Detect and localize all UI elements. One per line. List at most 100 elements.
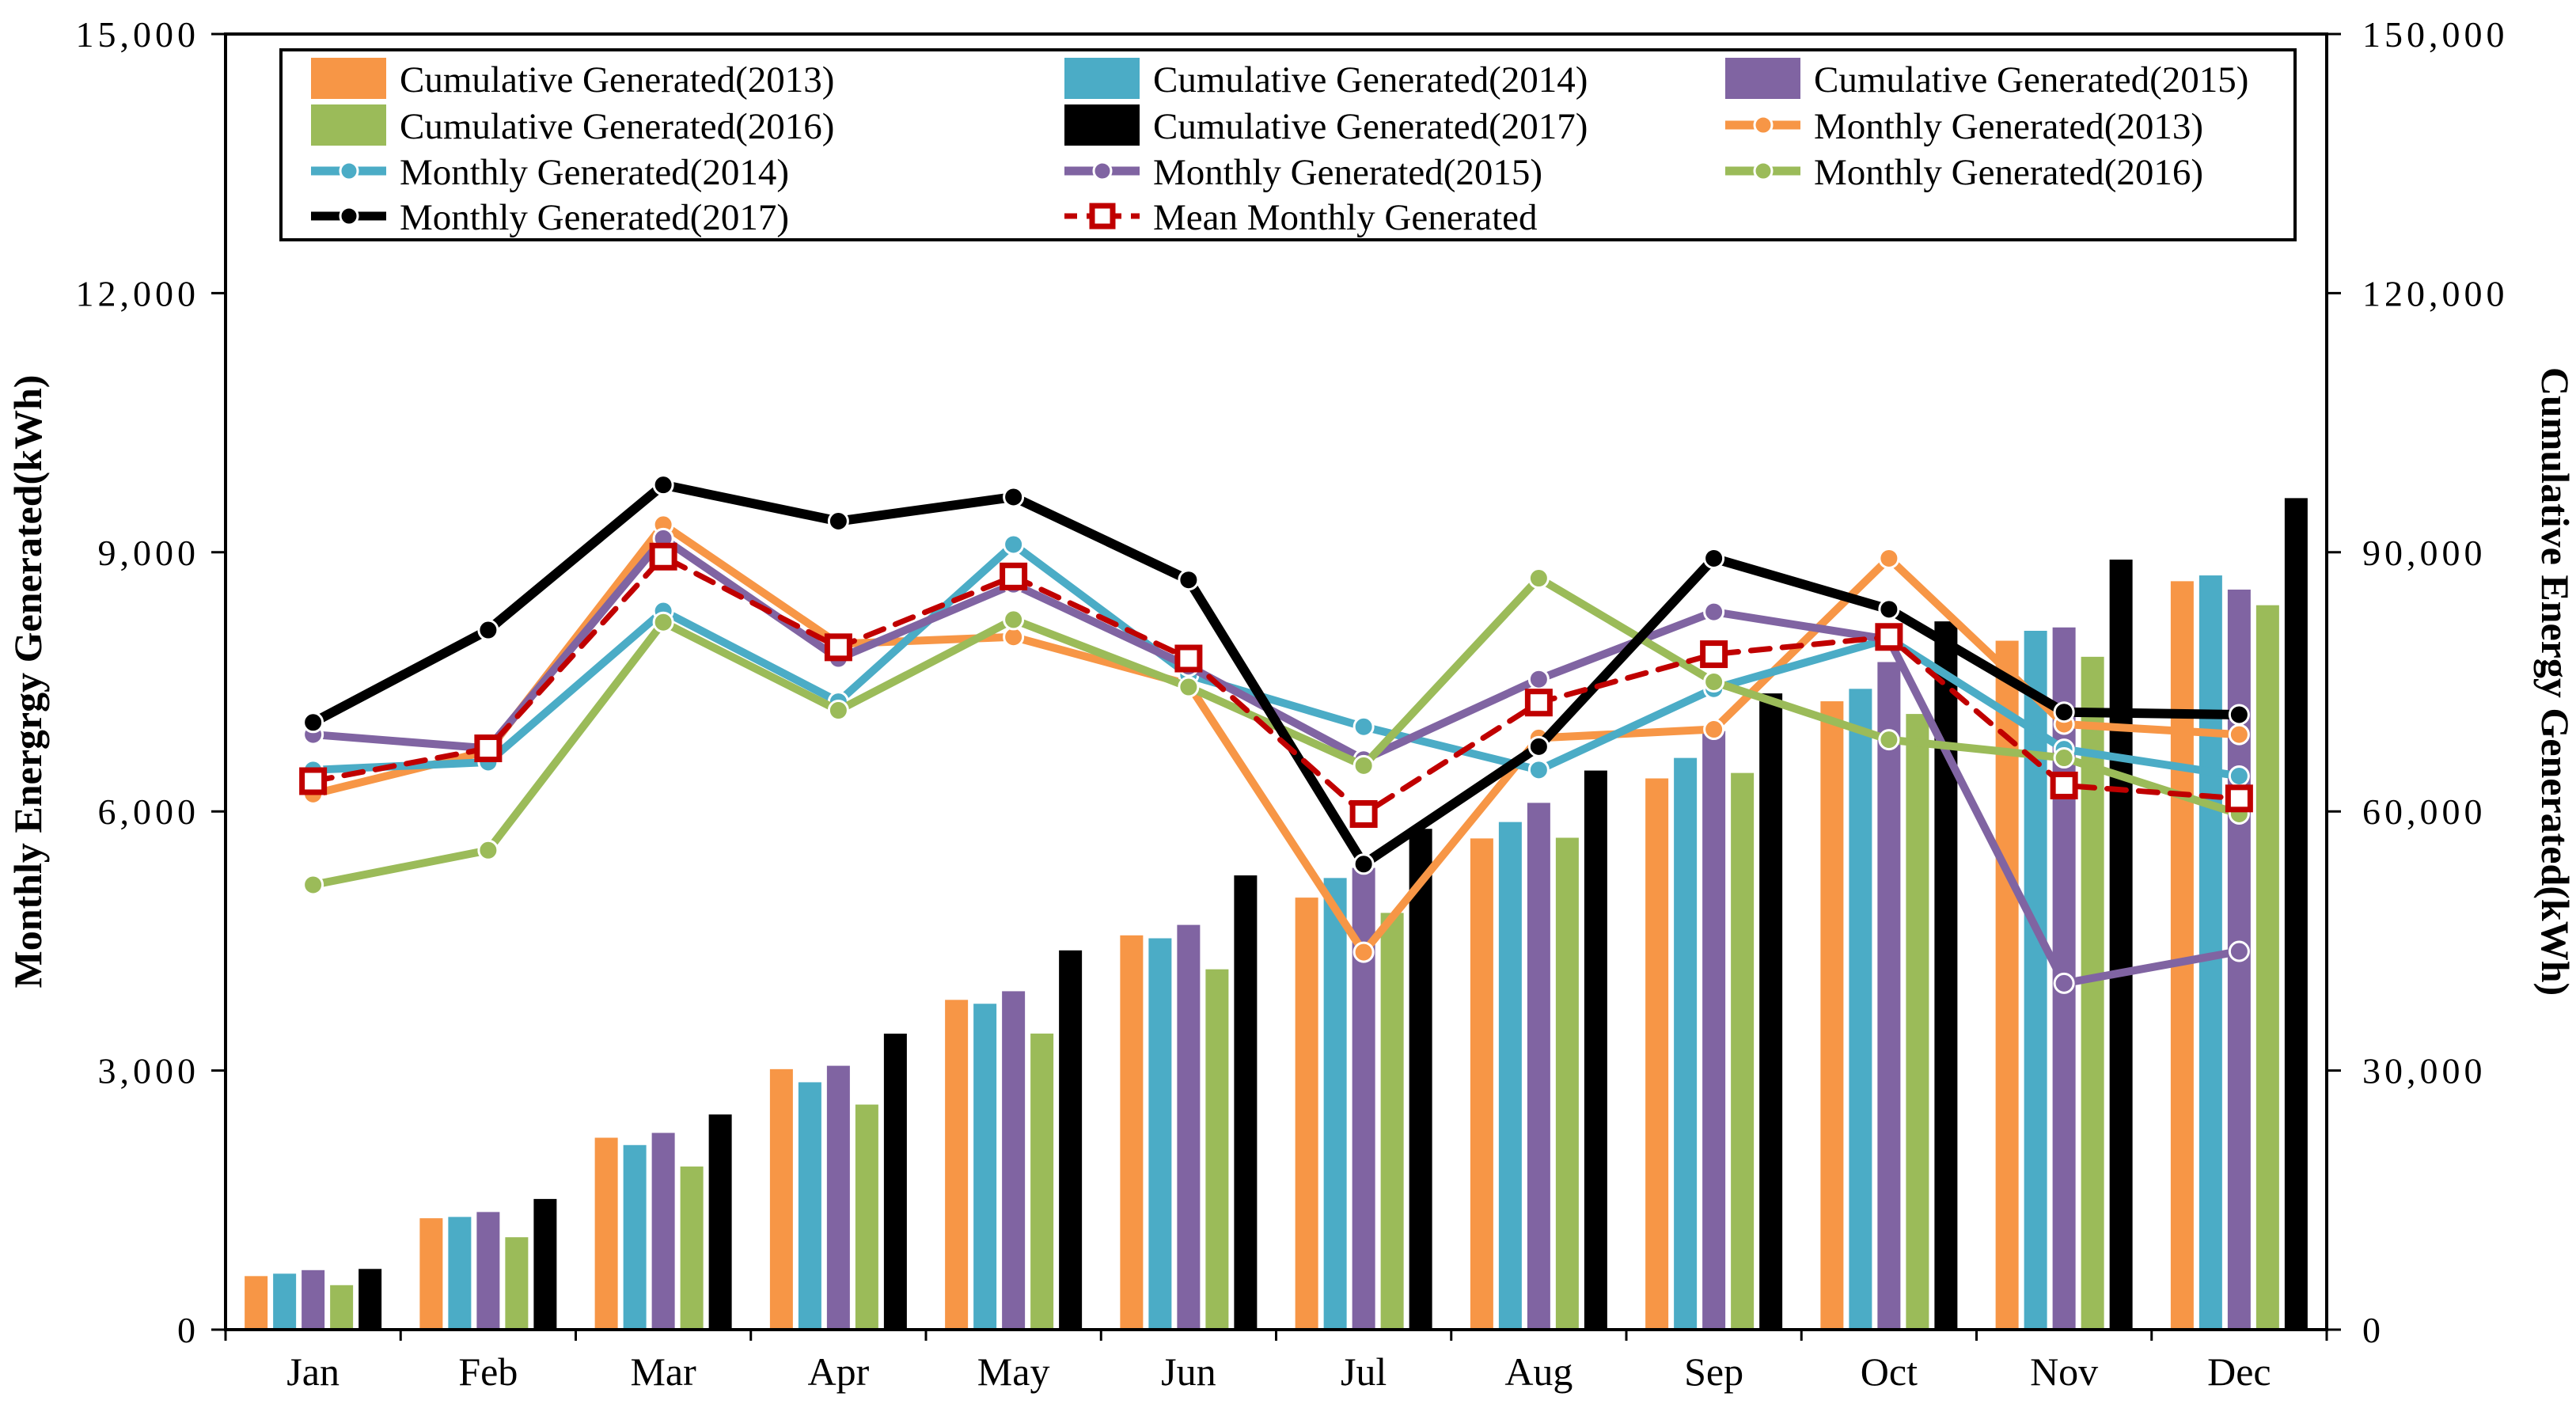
bar-2016-sep: [1731, 772, 1755, 1330]
bar-2016-jul: [1380, 913, 1404, 1330]
monthly-line-2017-marker: [1352, 853, 1375, 875]
bar-series-2017: [359, 498, 2308, 1330]
legend-item-label: Monthly Generated(2013): [1814, 106, 2203, 147]
bar-2014-may: [973, 1004, 997, 1330]
left-axis-tick-label: 3,000: [98, 1051, 200, 1091]
bar-2017-jan: [359, 1269, 382, 1330]
monthly-line-2017-marker: [1003, 486, 1025, 508]
bar-2013-apr: [769, 1068, 793, 1330]
monthly-line-2014-marker: [2228, 765, 2250, 787]
bar-2017-apr: [883, 1034, 907, 1330]
bar-series-2013: [245, 581, 2194, 1330]
bar-2013-feb: [419, 1218, 443, 1330]
mean-monthly-line-marker: [2050, 771, 2078, 799]
bar-2017-may: [1059, 950, 1083, 1330]
legend-item-label: Monthly Generated(2016): [1814, 152, 2203, 193]
monthly-line-2016-marker: [1878, 729, 1900, 751]
x-axis-label-dec: Dec: [2207, 1349, 2271, 1394]
mean-monthly-line-marker: [1349, 799, 1378, 828]
right-axis-tick-label: 30,000: [2362, 1051, 2487, 1091]
bar-2015-jan: [302, 1269, 325, 1330]
mean-monthly-line-marker: [299, 767, 328, 795]
x-axis-label-may: May: [977, 1349, 1050, 1394]
legend-box: [279, 48, 2297, 241]
bar-2016-feb: [505, 1237, 529, 1330]
x-axis-label-mar: Mar: [630, 1349, 696, 1394]
bar-2015-may: [1002, 991, 1026, 1330]
mean-monthly-line-marker: [1875, 623, 1903, 651]
bar-2017-feb: [533, 1198, 557, 1330]
bar-2016-jun: [1205, 969, 1229, 1330]
bar-2016-oct: [1906, 714, 1929, 1330]
bar-2013-may: [945, 1000, 969, 1330]
monthly-line-2016-marker: [302, 874, 324, 896]
left-axis-title: Monthly Energrgy Generated(kWh): [6, 375, 50, 989]
monthly-line-2017-marker: [652, 474, 674, 496]
monthly-line-2017-marker: [1178, 569, 1200, 591]
left-axis-tick-label: 9,000: [98, 533, 200, 573]
right-axis-tick-label: 60,000: [2362, 791, 2487, 832]
bar-2013-jun: [1120, 935, 1144, 1330]
right-axis-tick-label: 150,000: [2362, 14, 2509, 55]
bar-2015-apr: [826, 1065, 850, 1330]
legend-mean-marker: [1089, 203, 1116, 230]
monthly-line-2017-marker: [1703, 547, 1725, 569]
bar-2014-jan: [273, 1273, 297, 1330]
bar-2016-aug: [1555, 837, 1579, 1330]
monthly-line-2013-marker: [1352, 941, 1375, 963]
x-axis-label-oct: Oct: [1861, 1349, 1918, 1394]
legend-line-marker: [339, 206, 359, 226]
bar-2013-aug: [1470, 838, 1493, 1330]
monthly-line-2015-marker: [1527, 668, 1550, 690]
bar-2014-feb: [448, 1216, 472, 1330]
legend-item-label: Monthly Generated(2014): [400, 152, 789, 193]
bar-2013-dec: [2170, 581, 2194, 1330]
bar-2017-jun: [1234, 875, 1258, 1330]
bar-2015-sep: [1702, 731, 1726, 1330]
legend-bar-swatch: [1725, 58, 1800, 99]
right-axis-tick-label: 90,000: [2362, 533, 2487, 573]
bar-2016-apr: [855, 1104, 878, 1330]
monthly-line-2015-marker: [2228, 940, 2250, 962]
legend-item-5: Monthly Generated(2013): [1725, 106, 2203, 147]
legend-item-0: Cumulative Generated(2013): [311, 58, 834, 101]
legend-item-2: Cumulative Generated(2015): [1725, 58, 2248, 101]
legend-item-label: Cumulative Generated(2013): [400, 59, 834, 101]
legend-item-8: Monthly Generated(2016): [1725, 152, 2203, 193]
bar-2017-sep: [1759, 693, 1783, 1330]
legend-bar-swatch: [1064, 58, 1140, 99]
bar-series-2014: [273, 575, 2222, 1330]
x-axis-label-aug: Aug: [1504, 1349, 1573, 1394]
mean-monthly-line-marker: [1700, 640, 1728, 669]
left-axis-tick-label: 0: [177, 1310, 199, 1350]
mean-monthly-line-marker: [1000, 562, 1028, 590]
bar-2014-oct: [1849, 689, 1872, 1330]
axis-ticks: [211, 32, 2341, 1341]
x-axis-label-jun: Jun: [1161, 1349, 1216, 1394]
monthly-line-2017-marker: [1527, 735, 1550, 757]
bar-series-2016: [330, 605, 2279, 1330]
x-axis-label-jan: Jan: [286, 1349, 340, 1394]
legend-item-10: Mean Monthly Generated: [1064, 197, 1538, 238]
legend-item-4: Cumulative Generated(2017): [1064, 104, 1588, 147]
cumulative-bars: [245, 498, 2308, 1330]
bar-2013-mar: [594, 1137, 618, 1330]
bar-2014-nov: [2024, 631, 2047, 1330]
bar-2017-dec: [2284, 498, 2308, 1330]
left-axis-tick-label: 6,000: [98, 791, 200, 832]
legend-line-marker: [1753, 115, 1774, 135]
legend-item-label: Cumulative Generated(2017): [1153, 106, 1588, 147]
bar-2013-jan: [245, 1276, 268, 1330]
left-axis-tick-label: 12,000: [76, 273, 200, 313]
monthly-line-2016-marker: [1003, 609, 1025, 631]
mean-monthly-line-marker: [1524, 689, 1553, 717]
bar-2016-jan: [330, 1285, 354, 1330]
legend-line-marker: [1753, 161, 1774, 181]
monthly-line-2014-marker: [1527, 759, 1550, 781]
right-axis-tick-label: 0: [2362, 1310, 2384, 1350]
bar-2014-mar: [623, 1144, 647, 1330]
monthly-line-2017-marker: [1878, 598, 1900, 621]
legend-bar-swatch: [311, 58, 386, 99]
legend-item-6: Monthly Generated(2014): [311, 152, 789, 193]
